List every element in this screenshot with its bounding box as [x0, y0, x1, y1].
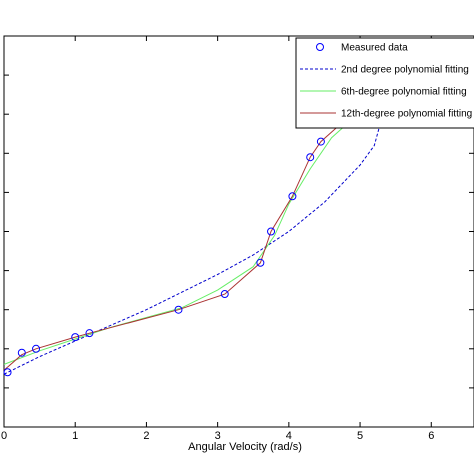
x-tick-label: 2: [143, 430, 149, 442]
legend-label: 6th-degree polynomial fitting: [341, 87, 467, 98]
data-point: [288, 192, 297, 201]
data-point: [256, 258, 265, 267]
legend-label: 12th-degree polynomial fitting: [341, 109, 472, 120]
legend: Measured data 2nd degree polynomial fitti…: [295, 37, 474, 129]
data-point: [220, 290, 229, 299]
x-axis-label: Angular Velocity (rad/s): [188, 441, 302, 453]
legend-label: Measured data: [341, 43, 408, 54]
legend-label: 2nd degree polynomial fitting: [341, 65, 469, 76]
data-point: [174, 305, 183, 314]
data-point: [71, 333, 80, 342]
data-point: [3, 368, 12, 377]
x-tick-label: 1: [72, 430, 78, 442]
x-axis-ticks: 0 1 2 3 4 5 6: [1, 36, 434, 442]
data-point: [32, 344, 41, 353]
x-tick-label: 6: [428, 430, 434, 442]
series-line: [3, 106, 386, 375]
x-tick-label: 4: [286, 430, 292, 442]
x-tick-label: 3: [215, 430, 221, 442]
data-point: [316, 137, 325, 146]
data-point: [267, 227, 276, 236]
legend-swatch: [316, 43, 324, 51]
x-tick-label: 5: [357, 430, 363, 442]
x-tick-label: 0: [1, 430, 7, 442]
data-point: [17, 348, 26, 357]
data-point: [85, 329, 94, 338]
data-point: [306, 153, 315, 162]
